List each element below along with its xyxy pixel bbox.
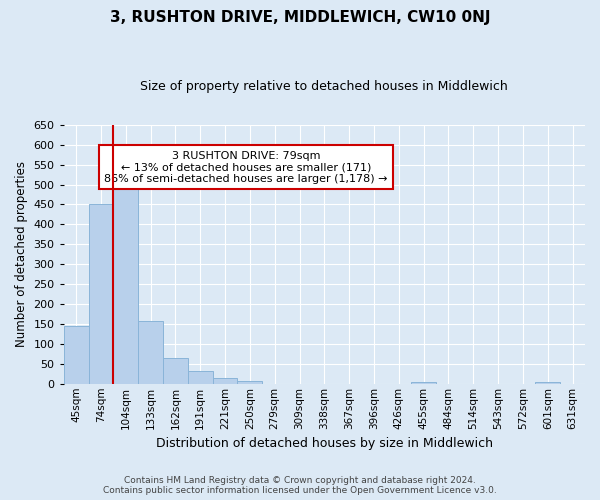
Bar — [89, 204, 113, 384]
Bar — [411, 382, 436, 384]
Text: 3, RUSHTON DRIVE, MIDDLEWICH, CW10 0NJ: 3, RUSHTON DRIVE, MIDDLEWICH, CW10 0NJ — [110, 10, 490, 25]
Text: Contains HM Land Registry data © Crown copyright and database right 2024.
Contai: Contains HM Land Registry data © Crown c… — [103, 476, 497, 495]
Bar — [113, 182, 138, 384]
Bar — [212, 378, 238, 384]
Bar — [64, 326, 89, 384]
Bar — [188, 371, 212, 384]
Text: 3 RUSHTON DRIVE: 79sqm
← 13% of detached houses are smaller (171)
86% of semi-de: 3 RUSHTON DRIVE: 79sqm ← 13% of detached… — [104, 150, 388, 184]
Bar — [535, 382, 560, 384]
Bar — [238, 380, 262, 384]
Title: Size of property relative to detached houses in Middlewich: Size of property relative to detached ho… — [140, 80, 508, 93]
Bar — [138, 321, 163, 384]
Y-axis label: Number of detached properties: Number of detached properties — [15, 161, 28, 347]
X-axis label: Distribution of detached houses by size in Middlewich: Distribution of detached houses by size … — [156, 437, 493, 450]
Bar — [163, 358, 188, 384]
